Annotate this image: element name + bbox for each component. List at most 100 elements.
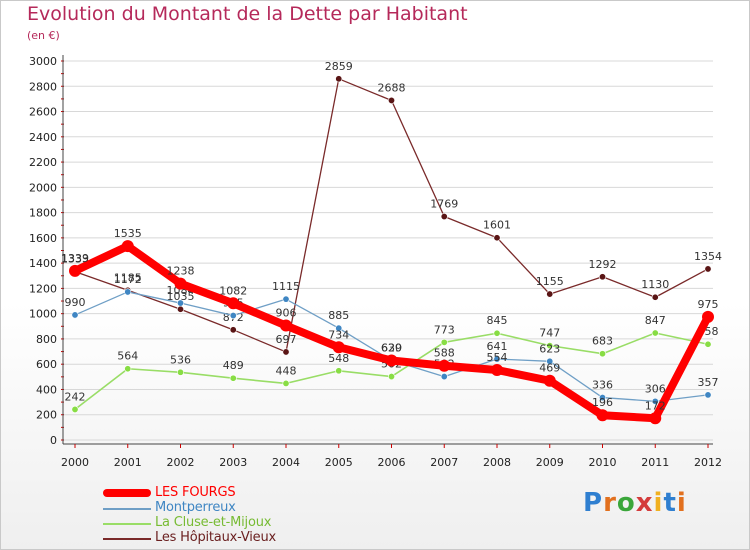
data-point	[546, 342, 554, 350]
data-label: 773	[434, 323, 455, 336]
data-label: 336	[592, 379, 613, 392]
data-label: 1339	[61, 252, 89, 265]
x-tick-label: 2007	[430, 456, 458, 469]
proxiti-logo: Proxiti	[583, 488, 687, 518]
y-tick-label: 800	[36, 333, 57, 346]
y-tick-label: 2600	[29, 106, 57, 119]
x-tick-label: 2003	[219, 456, 247, 469]
y-tick-label: 400	[36, 383, 57, 396]
data-label: 489	[223, 359, 244, 372]
data-label: 2688	[378, 81, 406, 94]
data-point	[177, 305, 185, 313]
y-tick-label: 0	[50, 434, 57, 447]
data-point	[649, 412, 662, 425]
data-point	[124, 365, 132, 373]
y-tick-label: 1800	[29, 207, 57, 220]
data-point	[387, 373, 395, 381]
data-label: 196	[592, 396, 613, 409]
data-point	[546, 290, 554, 298]
data-point	[71, 311, 79, 319]
data-label: 536	[170, 353, 191, 366]
chart-unit: (en €)	[27, 29, 60, 42]
data-label: 564	[117, 350, 138, 363]
x-tick-label: 2009	[536, 456, 564, 469]
legend-swatch	[103, 489, 151, 497]
data-label: 629	[381, 342, 402, 355]
x-tick-label: 2002	[167, 456, 195, 469]
data-label: 1292	[589, 258, 617, 271]
data-point	[546, 357, 554, 365]
data-label: 683	[592, 335, 613, 348]
data-point	[704, 391, 712, 399]
data-label: 469	[539, 362, 560, 375]
data-label: 554	[487, 351, 508, 364]
data-label: 1172	[114, 273, 142, 286]
data-point	[651, 397, 659, 405]
data-point	[596, 409, 609, 422]
legend-item-les-fourgs: LES FOURGS	[103, 485, 363, 501]
data-label: 1333	[61, 253, 89, 266]
y-tick-label: 1400	[29, 257, 57, 270]
data-label: 975	[698, 298, 719, 311]
data-label: 734	[328, 328, 349, 341]
y-tick-label: 2000	[29, 181, 57, 194]
data-label: 623	[539, 342, 560, 355]
data-label: 630	[381, 341, 402, 354]
data-label: 548	[328, 352, 349, 365]
legend-item-la-cluse-et-mijoux: La Cluse-et-Mijoux	[103, 515, 363, 531]
data-point	[598, 394, 606, 402]
data-point	[598, 350, 606, 358]
y-tick-label: 600	[36, 358, 57, 371]
data-point	[598, 273, 606, 281]
data-point	[280, 319, 292, 332]
data-point	[651, 329, 659, 337]
data-point	[282, 295, 290, 303]
series-line	[74, 78, 709, 353]
x-tick-label: 2000	[61, 456, 89, 469]
data-label: 847	[645, 314, 666, 327]
chart-title: Evolution du Montant de la Dette par Hab…	[27, 3, 468, 25]
data-label: 1354	[694, 250, 722, 263]
data-point	[71, 405, 79, 413]
data-label: 990	[65, 296, 86, 309]
y-tick-label: 1600	[29, 232, 57, 245]
y-tick-label: 200	[36, 409, 57, 422]
data-label: 1601	[483, 219, 511, 232]
legend-label: Montperreux	[155, 500, 236, 515]
legend-item-montperreux: Montperreux	[103, 500, 363, 516]
data-point	[335, 324, 343, 332]
data-point	[493, 355, 501, 363]
legend-swatch	[103, 508, 151, 510]
data-point	[282, 348, 290, 356]
x-tick-label: 2011	[641, 456, 669, 469]
data-point	[177, 299, 185, 307]
data-label: 306	[645, 382, 666, 395]
legend-label: Les Hôpitaux-Vieux	[155, 530, 276, 545]
y-tick-label: 2800	[29, 80, 57, 93]
data-point	[493, 234, 501, 242]
data-label: 1769	[430, 198, 458, 211]
data-point	[493, 329, 501, 337]
data-point	[229, 326, 237, 334]
data-point	[440, 213, 448, 221]
data-label: 242	[65, 390, 86, 403]
data-point	[438, 359, 451, 372]
data-point	[651, 293, 659, 301]
data-point	[704, 265, 712, 273]
data-label: 1082	[219, 284, 247, 297]
y-tick-label: 2200	[29, 156, 57, 169]
data-point	[229, 312, 237, 320]
data-point	[702, 310, 714, 323]
data-label: 2859	[325, 60, 353, 73]
data-label: 885	[328, 309, 349, 322]
data-point	[282, 379, 290, 387]
legend-label: La Cluse-et-Mijoux	[155, 515, 272, 530]
data-label: 357	[698, 376, 719, 389]
data-label: 1535	[114, 227, 142, 240]
data-point	[335, 75, 343, 83]
data-point	[121, 240, 134, 253]
legend-item-les-hopitaux-vieux: Les Hôpitaux-Vieux	[103, 530, 363, 546]
data-label: 845	[487, 314, 508, 327]
data-point	[69, 264, 81, 277]
data-point	[440, 373, 448, 381]
